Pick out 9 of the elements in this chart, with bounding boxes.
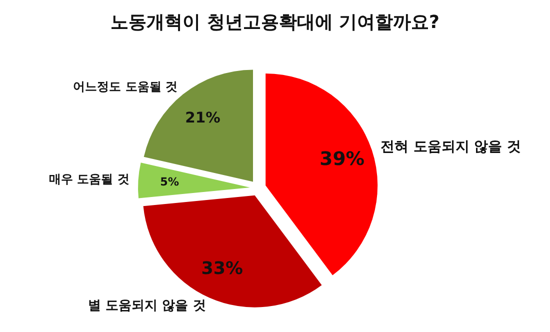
slice-label: 별 도움되지 않을 것 <box>88 298 206 314</box>
data-label: 5% <box>160 175 179 188</box>
data-label: 39% <box>320 149 365 170</box>
slice-label: 매우 도움될 것 <box>48 172 130 186</box>
data-label: 33% <box>201 258 243 279</box>
slice-label: 어느정도 도움될 것 <box>73 79 178 94</box>
chart-title: 노동개혁이 청년고용확대에 기여할까요? <box>110 12 440 33</box>
data-label: 21% <box>185 110 221 127</box>
slice-label: 전혀 도움되지 않을 것 <box>380 139 522 156</box>
